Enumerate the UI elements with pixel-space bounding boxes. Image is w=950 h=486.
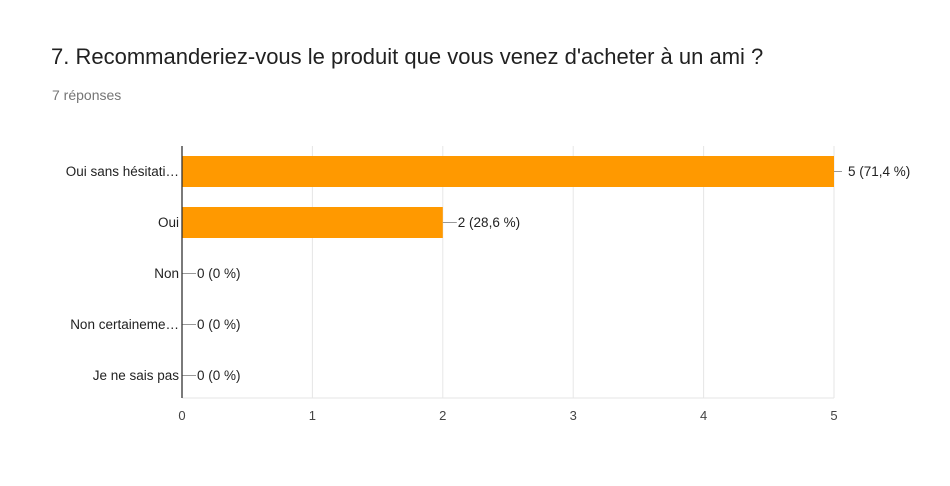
question-title: 7. Recommanderiez-vous le produit que vo… [51,44,764,69]
bar [182,207,443,238]
x-tick-label: 5 [830,408,837,423]
x-tick-label: 4 [700,408,707,423]
category-label: Non [154,266,179,281]
x-tick-label: 2 [439,408,446,423]
bar [182,156,834,187]
data-label: 0 (0 %) [197,317,241,332]
x-tick-label: 0 [178,408,185,423]
category-label: Non certaineme… [70,317,179,332]
data-label: 0 (0 %) [197,266,241,281]
data-label: 2 (28,6 %) [458,215,520,230]
response-count: 7 réponses [52,87,122,103]
data-label: 5 (71,4 %) [848,164,910,179]
category-label: Je ne sais pas [93,368,180,383]
data-label: 0 (0 %) [197,368,241,383]
category-label: Oui [158,215,179,230]
x-tick-label: 1 [309,408,316,423]
category-label: Oui sans hésitati… [66,164,179,179]
x-tick-label: 3 [570,408,577,423]
